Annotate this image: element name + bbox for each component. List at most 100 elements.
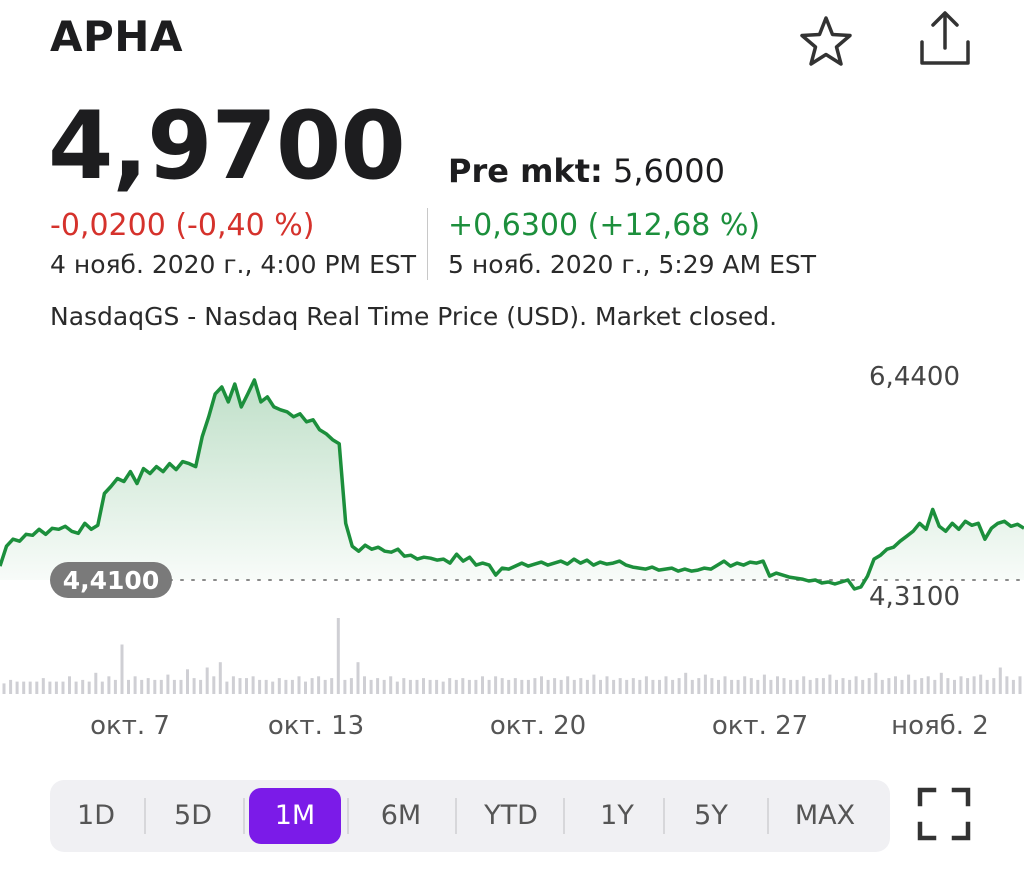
volume-bar bbox=[828, 674, 832, 694]
volume-bar bbox=[402, 678, 406, 694]
fullscreen-button[interactable] bbox=[914, 784, 974, 844]
volume-bar bbox=[743, 676, 747, 694]
volume-bar bbox=[461, 678, 465, 694]
volume-bar bbox=[717, 679, 720, 694]
premarket-price: 5,6000 bbox=[612, 152, 725, 190]
volume-bar bbox=[631, 678, 635, 694]
volume-bar bbox=[795, 679, 799, 694]
range-tab-1m[interactable]: 1M bbox=[249, 788, 341, 844]
volume-bar bbox=[848, 679, 852, 694]
volume-bar bbox=[979, 674, 983, 694]
volume-bar bbox=[290, 679, 294, 694]
high-value-label: 6,4400 bbox=[869, 362, 960, 392]
x-tick-label: окт. 27 bbox=[712, 711, 808, 741]
premarket-timestamp: 5 нояб. 2020 г., 5:29 AM EST bbox=[448, 250, 817, 279]
volume-bar bbox=[566, 676, 570, 694]
volume-bar bbox=[146, 678, 150, 694]
ticker-symbol: APHA bbox=[50, 12, 183, 61]
price-chart[interactable]: 6,4400 4,3100 4,4100 окт. 7 окт. 13 окт. 2… bbox=[0, 350, 1024, 750]
volume-bar bbox=[415, 679, 419, 694]
volume-bar bbox=[422, 678, 425, 694]
volume-bar bbox=[644, 676, 648, 694]
volume-bar bbox=[723, 676, 727, 694]
volume-bar bbox=[323, 679, 327, 694]
volume-bar bbox=[533, 678, 537, 694]
premarket-quote: Pre mkt: 5,6000 bbox=[448, 152, 725, 190]
range-tab-6m[interactable]: 6M bbox=[380, 800, 422, 831]
volume-bar bbox=[317, 676, 321, 694]
range-tab-5y[interactable]: 5Y bbox=[694, 800, 728, 831]
volume-bar bbox=[186, 669, 189, 694]
reference-price-label: 4,4100 bbox=[63, 566, 159, 595]
volume-bar bbox=[297, 676, 301, 694]
volume-bar bbox=[559, 679, 563, 694]
volume-bar bbox=[212, 676, 216, 694]
volume-bar bbox=[100, 681, 104, 694]
volume-bar bbox=[782, 678, 786, 694]
volume-bar bbox=[618, 678, 622, 694]
volume-bar bbox=[913, 679, 917, 694]
volume-bar bbox=[507, 679, 511, 694]
volume-bar bbox=[159, 679, 163, 694]
x-axis-ticks: окт. 7 окт. 13 окт. 20 окт. 27 нояб. 2 bbox=[90, 711, 989, 741]
volume-bar bbox=[172, 679, 176, 694]
volume-bar bbox=[428, 679, 432, 694]
range-tab-1d[interactable]: 1D bbox=[77, 800, 115, 831]
volume-bar bbox=[35, 681, 39, 694]
volume-bar bbox=[9, 679, 13, 694]
volume-bar bbox=[192, 678, 196, 694]
volume-bar bbox=[304, 681, 307, 694]
volume-bar bbox=[867, 678, 871, 694]
volume-bar bbox=[703, 674, 707, 694]
volume-bar bbox=[500, 678, 504, 694]
close-timestamp: 4 нояб. 2020 г., 4:00 PM EST bbox=[50, 250, 417, 279]
volume-bars bbox=[2, 618, 1022, 694]
fullscreen-icon bbox=[917, 787, 971, 841]
volume-bar bbox=[946, 678, 950, 694]
range-tab-max[interactable]: MAX bbox=[794, 800, 856, 831]
volume-bar bbox=[677, 678, 681, 694]
volume-bar bbox=[572, 679, 576, 694]
watchlist-star-button[interactable] bbox=[796, 12, 856, 72]
volume-bar bbox=[592, 674, 596, 694]
volume-bar bbox=[310, 678, 314, 694]
range-selector: 1D 5D 1M 6M YTD 1Y 5Y MAX bbox=[50, 780, 890, 852]
volume-bar bbox=[690, 679, 694, 694]
volume-bar bbox=[238, 678, 242, 694]
x-tick-label: нояб. 2 bbox=[891, 711, 989, 741]
share-button[interactable] bbox=[914, 8, 976, 70]
volume-bar bbox=[998, 667, 1002, 694]
reference-price-pill bbox=[50, 562, 172, 598]
volume-bar bbox=[336, 618, 340, 694]
range-tab-1y[interactable]: 1Y bbox=[600, 800, 634, 831]
volume-bar bbox=[474, 679, 478, 694]
volume-bar bbox=[808, 679, 812, 694]
volume-bar bbox=[553, 678, 557, 694]
volume-bar bbox=[467, 679, 471, 694]
volume-bar bbox=[264, 679, 268, 694]
volume-bar bbox=[343, 679, 347, 694]
premarket-label: Pre mkt: bbox=[448, 152, 603, 190]
volume-bar bbox=[526, 679, 530, 694]
volume-bar bbox=[199, 679, 203, 694]
volume-bar bbox=[625, 679, 629, 694]
volume-bar bbox=[861, 679, 865, 694]
volume-bar bbox=[664, 676, 668, 694]
volume-bar bbox=[107, 676, 111, 694]
volume-bar bbox=[546, 679, 550, 694]
volume-bar bbox=[205, 667, 209, 694]
volume-bar bbox=[992, 678, 996, 694]
range-tab-separator bbox=[143, 798, 146, 834]
exchange-note: NasdaqGS - Nasdaq Real Time Price (USD).… bbox=[50, 302, 778, 331]
close-change: -0,0200 (-0,40 %) bbox=[50, 208, 315, 243]
volume-bar bbox=[789, 679, 793, 694]
range-tab-ytd[interactable]: YTD bbox=[484, 800, 538, 831]
volume-bar bbox=[835, 679, 838, 694]
volume-bar bbox=[284, 679, 288, 694]
x-tick-label: окт. 20 bbox=[490, 711, 586, 741]
volume-bar bbox=[448, 678, 452, 694]
range-tab-5d[interactable]: 5D bbox=[174, 800, 212, 831]
volume-bar bbox=[540, 676, 543, 694]
volume-bar bbox=[762, 674, 766, 694]
volume-bar bbox=[671, 679, 675, 694]
